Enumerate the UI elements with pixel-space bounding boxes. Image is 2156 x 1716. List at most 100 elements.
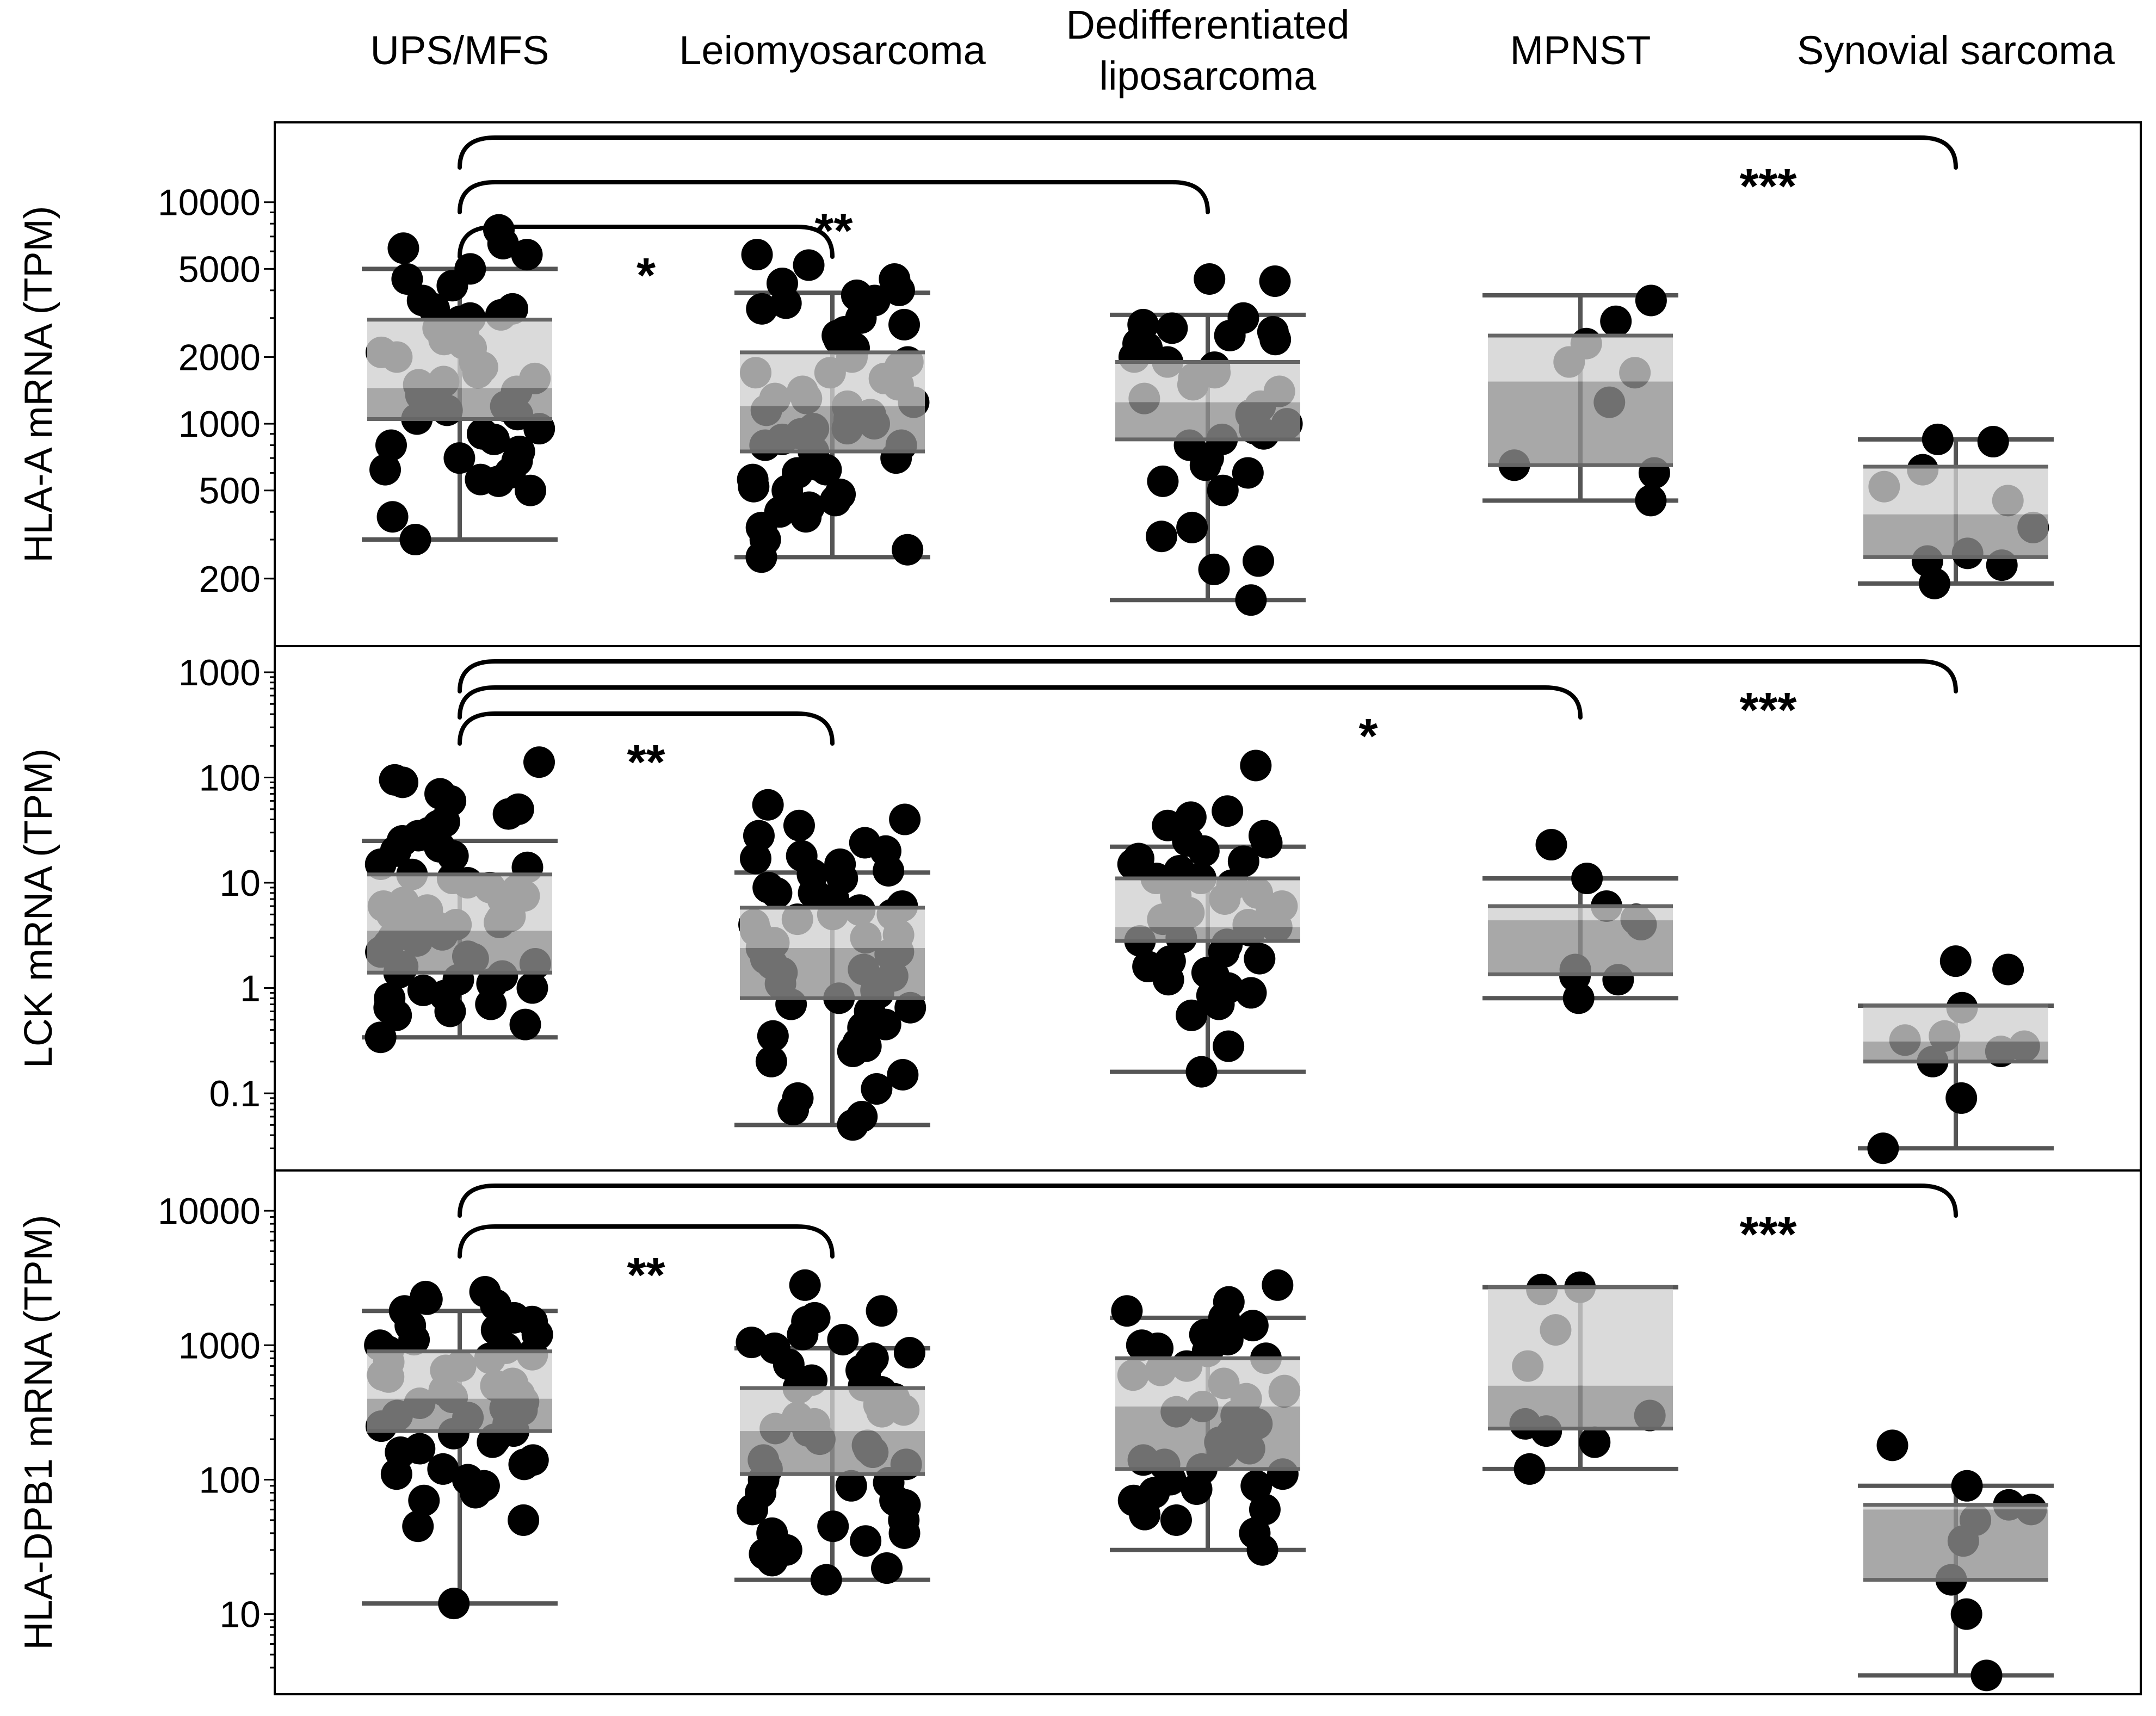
y-tick-label: 100 (199, 1459, 261, 1501)
significance-label: *** (1739, 683, 1796, 738)
y-tick-label: 2000 (178, 337, 261, 378)
y-tick-label: 1000 (178, 404, 261, 445)
box-mpnst (1482, 1271, 1678, 1485)
data-point (376, 501, 409, 533)
data-point (508, 1504, 540, 1536)
data-point (1194, 263, 1226, 295)
data-point (1240, 749, 1272, 782)
data-point (1977, 426, 2009, 458)
data-point (387, 232, 419, 264)
bracket-ups-mfs-vs-leiomyosarcoma (458, 1224, 835, 1259)
data-point (869, 1008, 901, 1040)
data-point (1129, 1498, 1161, 1531)
y-axis-label: LCK mRNA (TPM) (17, 748, 60, 1068)
box-lower-half (1488, 920, 1673, 975)
data-point (1156, 312, 1188, 344)
box-lower-half (1863, 1041, 2048, 1062)
data-point (402, 820, 434, 852)
data-point (1945, 1082, 1978, 1114)
significance-label: * (637, 249, 656, 303)
category-label-ups-mfs: UPS/MFS (370, 28, 549, 73)
data-point (1111, 1295, 1143, 1327)
data-point (827, 1324, 859, 1356)
data-point (1203, 988, 1235, 1020)
data-point (394, 1310, 427, 1342)
data-point (475, 988, 507, 1020)
data-point (1198, 960, 1230, 992)
box-upper-half (1863, 1005, 2048, 1042)
data-point (380, 999, 412, 1031)
box-lower-half (740, 947, 925, 999)
y-tick-label: 1000 (178, 652, 261, 693)
y-tick-label: 1000 (178, 1325, 261, 1366)
data-point (523, 746, 555, 778)
category-labels: UPS/MFS Leiomyosarcoma Dedifferentiated lip… (370, 2, 2115, 98)
data-point (892, 534, 924, 566)
box-synovial-sarcoma (1858, 1429, 2054, 1692)
data-point (1251, 827, 1283, 859)
box-upper-half (1115, 878, 1300, 927)
significance-label: ** (627, 735, 665, 790)
box-lower-half (1488, 381, 1673, 466)
category-label-synovial-sarcoma: Synovial sarcoma (1797, 28, 2115, 73)
data-point (738, 470, 770, 503)
data-point (761, 877, 793, 909)
significance-label: *** (1739, 159, 1796, 214)
data-point (1262, 1269, 1294, 1301)
data-point (1635, 284, 1667, 317)
data-point (873, 854, 905, 887)
data-point (1259, 324, 1292, 356)
data-point (1867, 1132, 1899, 1164)
data-point (752, 789, 784, 821)
data-point (369, 454, 401, 486)
data-point (883, 274, 915, 306)
data-point (1240, 1470, 1272, 1502)
box-upper-half (1488, 1287, 1673, 1386)
y-tick-label: 0.1 (209, 1073, 261, 1114)
data-point (1918, 567, 1950, 599)
data-point (1939, 945, 1972, 977)
bracket-ups-mfs-vs-synovial-sarcoma (458, 135, 1958, 170)
significance-label: ** (814, 204, 852, 258)
box-upper-half (1115, 362, 1300, 402)
data-point (1154, 945, 1186, 977)
data-point (1951, 1470, 1983, 1502)
box-upper-half (1115, 1358, 1300, 1407)
significance-brackets: ****** (458, 135, 1958, 303)
data-point (1600, 305, 1632, 337)
data-point (391, 263, 423, 295)
category-label-mpnst: MPNST (1510, 28, 1651, 73)
data-point (436, 270, 468, 302)
data-point (1176, 511, 1208, 543)
significance-brackets: ****** (458, 659, 1958, 790)
data-point (437, 840, 469, 872)
data-point (1207, 474, 1239, 506)
box-synovial-sarcoma (1858, 423, 2054, 599)
data-point (888, 1517, 921, 1549)
data-point (1176, 999, 1208, 1031)
box-lower-half (367, 1398, 552, 1432)
box-upper-half (1863, 467, 2048, 515)
box-lower-half (1115, 927, 1300, 941)
data-point (1210, 1314, 1242, 1346)
y-tick-label: 10000 (158, 1191, 261, 1232)
data-point (789, 1269, 821, 1301)
box-dedifferentiated-liposarcoma (1110, 749, 1306, 1088)
data-point (1235, 977, 1267, 1009)
data-point (887, 1058, 919, 1091)
data-point (460, 1477, 492, 1509)
data-point (889, 803, 921, 835)
box-mpnst (1482, 284, 1678, 517)
data-point (1237, 1310, 1269, 1342)
box-synovial-sarcoma (1858, 945, 2054, 1164)
box-upper-half (1863, 1504, 2048, 1510)
box-upper-half (1488, 906, 1673, 921)
box-upper-half (367, 319, 552, 388)
data-point (375, 429, 407, 461)
y-axis-ticks: 0.1 1 10 100 1000 (178, 652, 275, 1149)
data-point (854, 1346, 886, 1378)
data-point (1235, 584, 1267, 616)
data-point (1232, 457, 1264, 489)
